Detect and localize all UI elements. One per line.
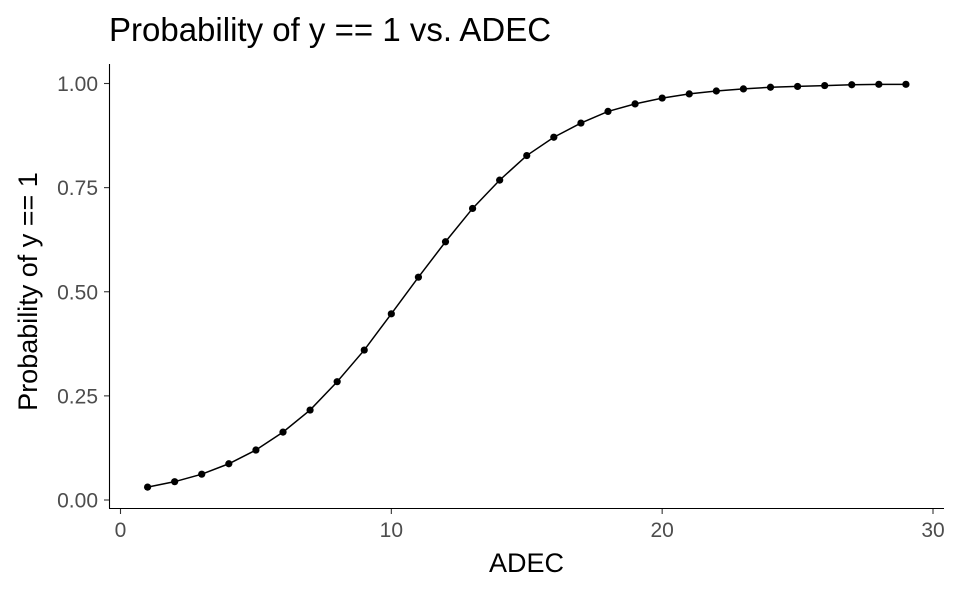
series-line	[147, 83, 906, 488]
data-point	[577, 119, 585, 127]
data-point	[252, 446, 260, 454]
x-axis-ticks: 0 10 20 30	[115, 509, 945, 542]
x-tick-label: 10	[380, 519, 403, 542]
data-point	[225, 460, 233, 468]
data-point	[306, 406, 314, 414]
data-point	[523, 151, 531, 160]
data-point	[468, 204, 477, 213]
y-tick-label: 0.00	[57, 490, 98, 513]
data-point	[848, 81, 856, 89]
y-tick-label: 0.75	[57, 177, 98, 200]
y-axis-ticks: 0.00 0.25 0.50 0.75 1.00	[57, 73, 109, 513]
data-point	[360, 346, 368, 354]
data-point	[712, 87, 720, 95]
data-point	[550, 133, 558, 141]
data-point	[875, 80, 883, 88]
plot-area: 0.00 0.25 0.50 0.75 1.00 0 10 20 30	[57, 64, 945, 542]
chart-title: Probability of y == 1 vs. ADEC	[109, 11, 551, 48]
x-tick-label: 30	[921, 519, 944, 542]
data-point	[198, 470, 206, 478]
data-point	[333, 378, 341, 386]
data-point	[441, 238, 450, 246]
data-point	[414, 273, 423, 281]
data-point	[604, 107, 612, 116]
data-point	[496, 176, 504, 184]
y-tick-label: 1.00	[57, 73, 98, 96]
data-point	[631, 100, 639, 108]
data-point	[821, 81, 829, 90]
y-axis-title: Probability of y == 1	[13, 172, 43, 411]
data-point	[793, 82, 802, 91]
data-point	[171, 478, 179, 486]
data-point	[387, 310, 395, 318]
x-axis-title: ADEC	[489, 548, 564, 578]
data-point	[902, 80, 910, 88]
data-point	[685, 90, 693, 98]
x-tick-label: 0	[115, 519, 127, 542]
data-point	[658, 94, 666, 102]
data-point	[766, 83, 775, 91]
data-point	[279, 428, 287, 436]
x-tick-label: 20	[650, 519, 673, 542]
data-point	[739, 85, 748, 93]
data-points	[143, 80, 910, 491]
data-point	[143, 483, 152, 491]
y-tick-label: 0.50	[57, 281, 98, 304]
y-tick-label: 0.25	[57, 385, 98, 408]
